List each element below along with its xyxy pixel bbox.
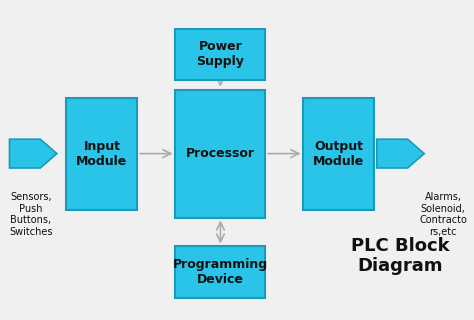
Text: PLC Block
Diagram: PLC Block Diagram xyxy=(351,236,450,276)
Text: Output
Module: Output Module xyxy=(313,140,365,168)
FancyBboxPatch shape xyxy=(66,98,137,210)
Text: Input
Module: Input Module xyxy=(76,140,128,168)
Text: Processor: Processor xyxy=(186,147,255,160)
Text: Power
Supply: Power Supply xyxy=(196,40,245,68)
FancyArrow shape xyxy=(9,139,57,168)
Text: Sensors,
Push
Buttons,
Switches: Sensors, Push Buttons, Switches xyxy=(9,192,53,237)
Text: Programming
Device: Programming Device xyxy=(173,258,268,286)
FancyArrow shape xyxy=(377,139,424,168)
Text: Alarms,
Solenoid,
Contracto
rs,etc: Alarms, Solenoid, Contracto rs,etc xyxy=(419,192,467,237)
FancyBboxPatch shape xyxy=(303,98,374,210)
FancyBboxPatch shape xyxy=(175,246,265,298)
FancyBboxPatch shape xyxy=(175,90,265,218)
FancyBboxPatch shape xyxy=(175,29,265,80)
